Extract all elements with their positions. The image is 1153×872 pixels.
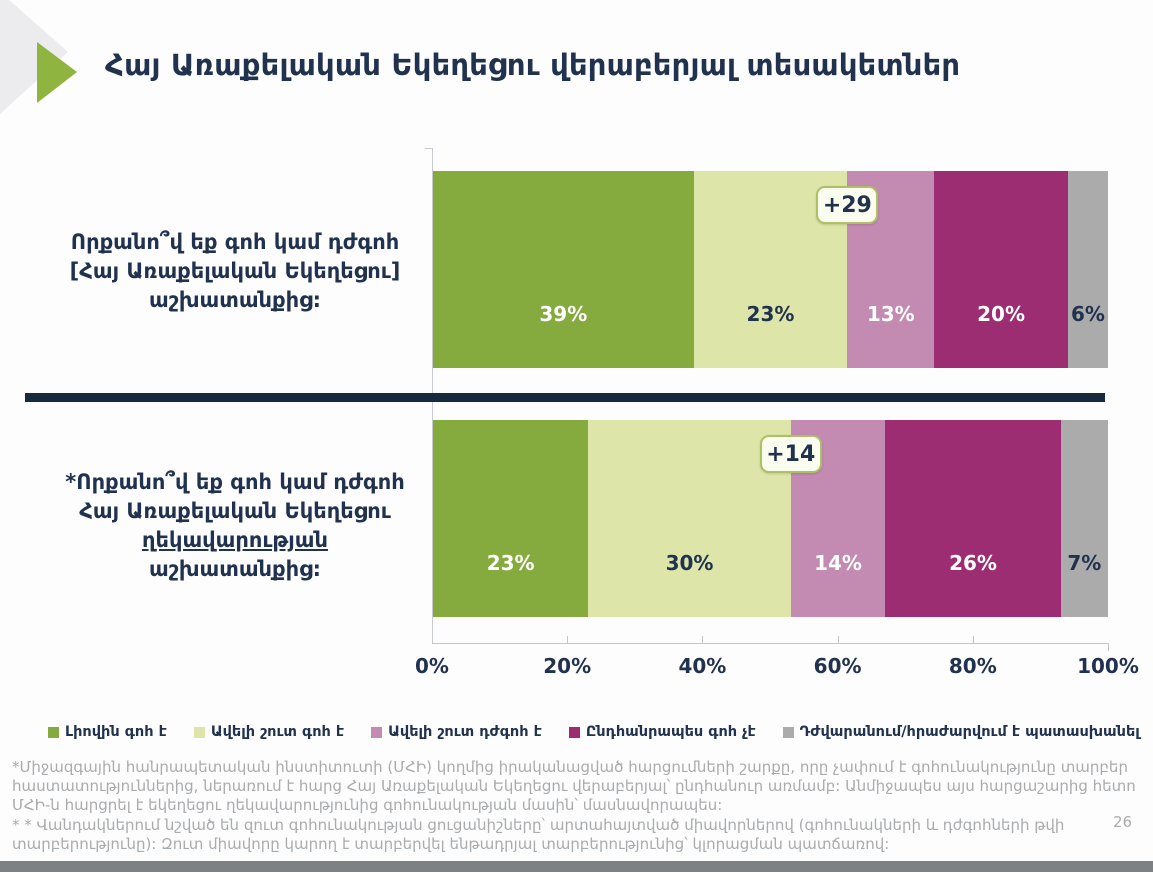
legend-swatch-icon: [371, 726, 383, 738]
bar-row-2: 23% 30% 14% 26% 7% +14: [433, 420, 1108, 617]
net-score-badge: +29: [816, 186, 879, 224]
legend-swatch-icon: [193, 726, 205, 738]
axis-tick-mark: [837, 636, 839, 643]
x-axis-labels: 0% 20% 40% 60% 80% 100%: [415, 654, 1139, 682]
legend-label: Լիովին գոհ է: [65, 724, 167, 740]
y-axis-cap: [425, 148, 433, 149]
x-axis-line: [432, 643, 1109, 644]
bar-label-line: Հայ Առաքելական Եկեղեցու: [79, 498, 391, 523]
bar-label-line: *Որքանո՞վ եք գոհ կամ դժգոհ: [65, 470, 405, 494]
legend-label: Ավելի շուտ դժգոհ է: [388, 724, 542, 740]
segment-value: 26%: [949, 551, 997, 575]
legend-label: Ավելի շուտ գոհ է: [210, 724, 345, 740]
legend-swatch-icon: [48, 726, 59, 738]
axis-tick-label: 80%: [948, 654, 997, 678]
axis-tick-mark: [567, 636, 569, 643]
axis-tick-label: 40%: [678, 654, 727, 678]
bar-label-line: Որքանո՞վ եք գոհ կամ դժգոհ: [70, 230, 400, 254]
legend-swatch-icon: [568, 726, 580, 738]
segment-value: 6%: [1070, 302, 1105, 326]
legend-swatch-icon: [782, 726, 794, 738]
axis-tick-label: 0%: [415, 654, 449, 678]
bar-label-line: ղեկավարության: [142, 527, 328, 552]
legend-item: Ավելի շուտ դժգոհ է: [371, 724, 542, 740]
legend-item: Ավելի շուտ գոհ է: [193, 724, 345, 740]
legend-item: Լիովին գոհ է: [48, 724, 167, 740]
bar-label-1: Որքանո՞վ եք գոհ կամ դժգոհ [Հայ Առաքելական…: [50, 228, 420, 315]
bar-segment: 7%: [1060, 420, 1108, 617]
bar-label-line: աշխատանքից:: [148, 287, 322, 312]
bottom-bar: [0, 861, 1153, 872]
divider-line: [25, 393, 1105, 402]
bar-row-1: 39% 23% 13% 20% 6% +29: [433, 171, 1108, 368]
axis-tick-mark: [1108, 644, 1109, 651]
segment-value: 13%: [866, 302, 915, 326]
segment-value: 20%: [977, 302, 1025, 326]
green-arrow-icon: [37, 42, 77, 103]
gray-triangle-icon: [0, 0, 68, 114]
page-title: Հայ Առաքելական Եկեղեցու վերաբերյալ տեսակ…: [105, 48, 961, 82]
bar-label-line: աշխատանքից:: [148, 556, 322, 581]
bar-segment: 20%: [934, 171, 1068, 368]
legend-label: Ընդհանրապես գոհ չէ: [585, 724, 756, 740]
legend-label: Դժվարանում/հրաժարվում է պատասխանել: [799, 724, 1140, 740]
bar-segment: 6%: [1067, 171, 1108, 368]
segment-value: 23%: [486, 551, 535, 575]
footnote-1: *Միջազգային հանրապետական ինստիտուտի (ՄՀԻ…: [12, 758, 1136, 815]
footnote-2: * * Վանդակներում նշված են զուտ գոհունակո…: [12, 816, 1065, 854]
legend: Լիովին գոհ է Ավելի շուտ գոհ է Ավելի շուտ դ…: [48, 724, 1140, 740]
bar-segment: 13%: [847, 171, 935, 368]
bar-label-line: [Հայ Առաքելական Եկեղեցու]: [69, 258, 401, 283]
bar-segment: 26%: [885, 420, 1061, 617]
page-number: 26: [1113, 813, 1133, 831]
segment-value: 39%: [539, 302, 588, 326]
segment-value: 30%: [665, 551, 714, 575]
bar-label-2: *Որքանո՞վ եք գոհ կամ դժգոհ Հայ Առաքելական…: [50, 468, 420, 584]
bar-segment: 39%: [433, 171, 694, 368]
bar-segment: 23%: [433, 420, 589, 617]
net-score-badge: +14: [759, 435, 822, 473]
axis-tick-label: 60%: [813, 654, 862, 678]
axis-tick-label: 20%: [543, 654, 592, 678]
segment-value: 7%: [1067, 551, 1102, 575]
segment-value: 23%: [746, 302, 795, 326]
axis-tick-mark: [972, 636, 974, 643]
axis-tick-mark: [702, 636, 704, 643]
legend-item: Դժվարանում/հրաժարվում է պատասխանել: [782, 724, 1140, 740]
legend-item: Ընդհանրապես գոհ չէ: [568, 724, 756, 740]
bar-segment: 30%: [588, 420, 791, 617]
corner-decoration: [0, 0, 77, 114]
segment-value: 14%: [814, 551, 862, 575]
axis-tick-label: 100%: [1077, 654, 1139, 678]
